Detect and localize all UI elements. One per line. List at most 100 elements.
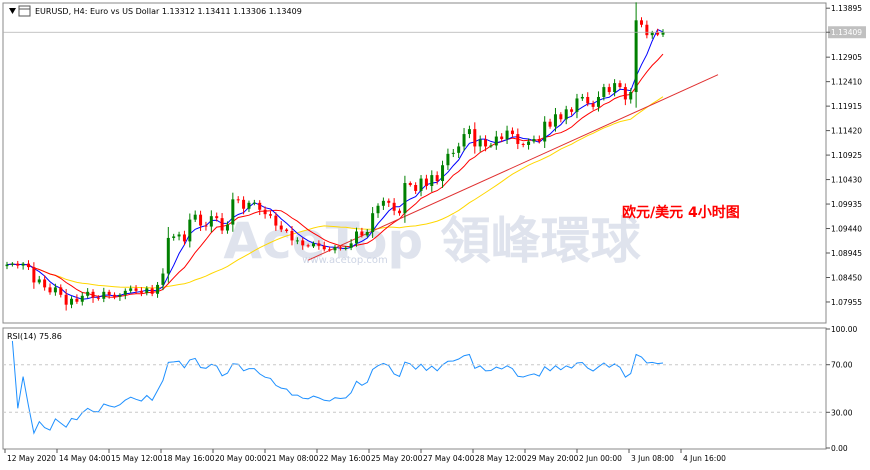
candle-body[interactable] [16, 263, 20, 266]
candle-body[interactable] [188, 219, 192, 242]
candle-body[interactable] [263, 209, 267, 215]
candle-body[interactable] [446, 153, 450, 166]
candle-body[interactable] [580, 96, 584, 99]
candle-body[interactable] [285, 229, 289, 232]
candle-body[interactable] [139, 290, 143, 293]
candle-body[interactable] [419, 178, 423, 191]
candle-body[interactable] [639, 20, 643, 25]
candle-body[interactable] [596, 96, 600, 107]
candle-body[interactable] [387, 200, 391, 203]
candle-body[interactable] [553, 114, 557, 127]
candle-body[interactable] [43, 279, 47, 288]
candle-body[interactable] [473, 129, 477, 147]
candle-body[interactable] [21, 263, 25, 266]
candle-body[interactable] [118, 294, 122, 297]
candle-body[interactable] [247, 202, 251, 209]
candle-body[interactable] [371, 213, 375, 232]
candle-body[interactable] [64, 294, 68, 305]
candle-body[interactable] [306, 245, 310, 247]
candle-body[interactable] [500, 136, 504, 140]
candle-body[interactable] [10, 263, 14, 265]
candle-body[interactable] [484, 139, 488, 147]
candle-body[interactable] [559, 114, 563, 120]
candle-body[interactable] [661, 32, 665, 35]
candle-body[interactable] [376, 205, 380, 214]
candle-body[interactable] [349, 243, 353, 248]
candle-body[interactable] [290, 231, 294, 241]
candle-body[interactable] [505, 130, 509, 140]
candle-body[interactable] [172, 236, 176, 238]
candle-body[interactable] [618, 83, 622, 88]
rsi-indicator[interactable] [11, 340, 664, 435]
candle-body[interactable] [521, 143, 525, 145]
candle-body[interactable] [398, 210, 402, 214]
candle-body[interactable] [360, 231, 364, 236]
candle-body[interactable] [37, 279, 41, 283]
candle-body[interactable] [623, 87, 627, 100]
candle-body[interactable] [156, 284, 160, 294]
candle-body[interactable] [489, 145, 493, 147]
candle-body[interactable] [295, 240, 299, 242]
candle-body[interactable] [220, 218, 224, 231]
candle-body[interactable] [274, 215, 278, 226]
candle-body[interactable] [424, 178, 428, 186]
candle-body[interactable] [252, 202, 256, 204]
candle-body[interactable] [328, 249, 332, 251]
candle-body[interactable] [161, 273, 165, 285]
candle-body[interactable] [242, 199, 246, 209]
candle-body[interactable] [80, 295, 84, 302]
candle-body[interactable] [527, 141, 531, 145]
candle-body[interactable] [123, 290, 127, 295]
candle-body[interactable] [231, 199, 235, 225]
chevron-down-icon[interactable] [9, 8, 16, 14]
candle-body[interactable] [392, 202, 396, 211]
candle-body[interactable] [602, 87, 606, 97]
candle-body[interactable] [338, 247, 342, 249]
candle-body[interactable] [102, 291, 106, 299]
candle-body[interactable] [134, 288, 138, 291]
candle-body[interactable] [408, 183, 412, 186]
candle-body[interactable] [32, 267, 36, 283]
candle-body[interactable] [75, 298, 79, 302]
candle-body[interactable] [494, 136, 498, 146]
candle-body[interactable] [177, 234, 181, 237]
candle-body[interactable] [564, 109, 568, 120]
candle-body[interactable] [645, 24, 649, 36]
candle-body[interactable] [548, 121, 552, 127]
candle-body[interactable] [575, 98, 579, 112]
candle-body[interactable] [209, 216, 213, 227]
candle-body[interactable] [510, 130, 514, 135]
candle-body[interactable] [537, 139, 541, 142]
candle-body[interactable] [403, 183, 407, 214]
candle-body[interactable] [53, 287, 57, 293]
candle-body[interactable] [435, 175, 439, 182]
candle-body[interactable] [355, 231, 359, 244]
candle-body[interactable] [570, 109, 574, 112]
candle-body[interactable] [150, 288, 154, 294]
candle-body[interactable] [166, 237, 170, 274]
candle-body[interactable] [129, 288, 133, 291]
candle-body[interactable] [543, 121, 547, 142]
candle-body[interactable] [613, 83, 617, 93]
candle-body[interactable] [414, 185, 418, 191]
candle-body[interactable] [70, 298, 74, 305]
candle-body[interactable] [91, 291, 95, 298]
candle-body[interactable] [311, 243, 315, 247]
candle-body[interactable] [607, 87, 611, 93]
candle-body[interactable] [451, 152, 455, 154]
candle-body[interactable] [193, 214, 197, 220]
candle-body[interactable] [365, 231, 369, 236]
candle-body[interactable] [430, 175, 434, 186]
candle-body[interactable] [59, 287, 63, 295]
candle-body[interactable] [145, 288, 149, 293]
candle-body[interactable] [344, 247, 348, 249]
candle-body[interactable] [258, 202, 262, 210]
candle-body[interactable] [441, 165, 445, 182]
candle-body[interactable] [381, 200, 385, 206]
candle-body[interactable] [650, 32, 654, 36]
candles[interactable] [5, 2, 665, 311]
candle-body[interactable] [113, 294, 117, 297]
candle-body[interactable] [629, 92, 633, 100]
